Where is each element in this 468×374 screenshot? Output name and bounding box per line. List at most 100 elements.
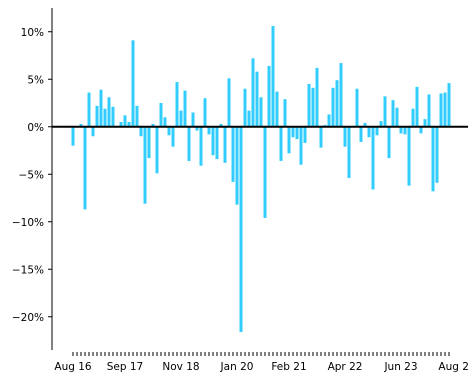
bar (427, 94, 431, 127)
y-tick-label: 10% (21, 27, 44, 39)
bar (171, 126, 175, 147)
y-tick-label: −10% (12, 217, 44, 229)
bar (87, 92, 91, 127)
bar (243, 88, 247, 127)
bar (119, 122, 123, 127)
x-tick-label: Jan 20 (220, 361, 254, 373)
bar (259, 97, 263, 127)
bar (383, 96, 387, 127)
bar (387, 126, 391, 159)
bar (431, 126, 435, 192)
bar (191, 112, 195, 127)
bar (99, 89, 103, 127)
bar (367, 126, 371, 138)
bar (187, 126, 191, 161)
axis-layer: 10% 5% 0% −5% −10% −15% −20% Aug 16 Sep 17 Nov 18… (12, 8, 468, 373)
bar (287, 126, 291, 154)
bars-layer (71, 26, 451, 332)
x-tick-label: Sep 17 (107, 361, 144, 373)
bar (175, 82, 179, 127)
bar (435, 126, 439, 183)
bar (295, 126, 299, 140)
bar (207, 126, 211, 135)
y-tick-label: −15% (12, 264, 44, 276)
x-tick-label: Jun 23 (383, 361, 417, 373)
bar (391, 100, 395, 127)
bar (227, 78, 231, 127)
bar (199, 126, 203, 166)
bar (355, 88, 359, 127)
bar (79, 123, 83, 127)
bar (247, 110, 251, 127)
bar (211, 126, 215, 156)
bar (167, 126, 171, 136)
bar (223, 126, 227, 163)
bar (143, 126, 147, 204)
bar (419, 126, 423, 134)
bar (307, 84, 311, 127)
y-tick-label: 0% (27, 122, 44, 134)
bar (123, 115, 127, 127)
bar (275, 91, 279, 127)
bar (163, 117, 167, 127)
bar (339, 63, 343, 127)
bar (403, 126, 407, 135)
bar (347, 126, 351, 179)
bar (415, 86, 419, 127)
bar (315, 67, 319, 127)
bar (203, 98, 207, 127)
x-tick-label: Aug 24 (438, 361, 468, 373)
bar (159, 103, 163, 127)
bar (131, 40, 135, 127)
bar (239, 126, 243, 332)
bar (235, 126, 239, 205)
bar (411, 108, 415, 127)
bar (251, 58, 255, 127)
bar (335, 80, 339, 127)
bar (219, 123, 223, 127)
y-tick-label: −5% (19, 169, 44, 181)
bar (375, 126, 379, 136)
bar (135, 105, 139, 127)
x-tick-label: Nov 18 (162, 361, 199, 373)
bar (71, 126, 75, 146)
bar (399, 126, 403, 134)
bar (107, 97, 111, 127)
bar (179, 110, 183, 127)
bar (95, 105, 99, 127)
bar (371, 126, 375, 190)
bar (311, 87, 315, 127)
bar (267, 65, 271, 127)
bar (215, 126, 219, 160)
bar (255, 71, 259, 127)
bar (263, 126, 267, 218)
bar (327, 114, 331, 127)
bar (423, 119, 427, 127)
bar (303, 126, 307, 143)
bar (343, 126, 347, 147)
bar (395, 107, 399, 127)
bar (439, 93, 443, 127)
bar (279, 126, 283, 161)
bar (331, 87, 335, 127)
bar (103, 108, 107, 127)
x-tick-label: Aug 16 (54, 361, 92, 373)
bar (299, 126, 303, 165)
bar (363, 122, 367, 127)
bar (231, 126, 235, 182)
x-tick-label: Apr 22 (328, 361, 363, 373)
bar (139, 126, 143, 137)
bar (291, 126, 295, 138)
bar (155, 126, 159, 174)
y-tick-label: 5% (27, 74, 44, 86)
bar (379, 121, 383, 127)
bar (91, 126, 95, 137)
bar (407, 126, 411, 186)
bar (83, 126, 87, 210)
bar (443, 92, 447, 127)
bar (359, 126, 363, 142)
bar (271, 26, 275, 127)
bar (183, 90, 187, 127)
